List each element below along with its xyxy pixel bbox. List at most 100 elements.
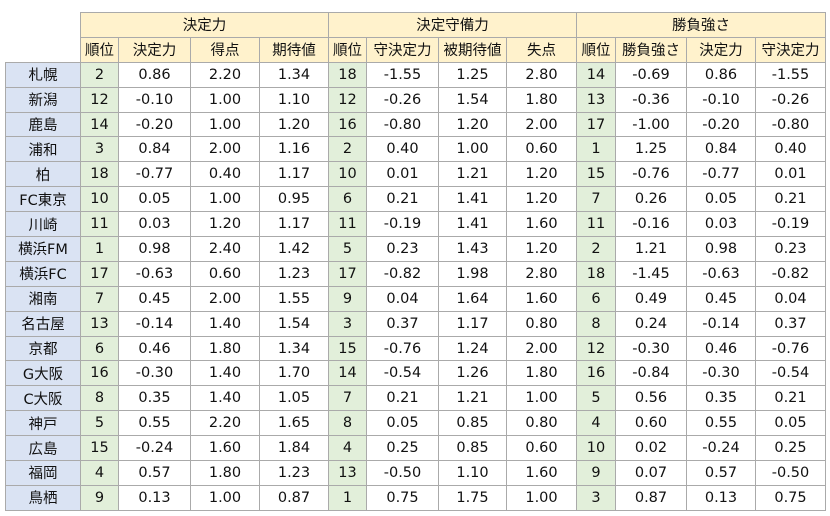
team-name-cell: FC東京 bbox=[5, 186, 81, 213]
rank-cell: 15 bbox=[80, 435, 119, 462]
rank-cell: 8 bbox=[80, 385, 119, 412]
value-cell: 0.45 bbox=[118, 285, 191, 312]
rank-cell: 7 bbox=[80, 285, 119, 312]
value-cell: 0.84 bbox=[686, 136, 756, 163]
rank-cell: 16 bbox=[328, 111, 367, 138]
value-cell: 0.13 bbox=[686, 484, 756, 511]
value-cell: 1.80 bbox=[190, 460, 260, 486]
group-header-row: 決定力 決定守備力 勝負強さ bbox=[6, 12, 826, 38]
value-cell: 2.80 bbox=[506, 260, 577, 287]
value-cell: 1.60 bbox=[190, 435, 260, 462]
rank-cell: 1 bbox=[80, 236, 119, 262]
value-cell: 1.21 bbox=[438, 161, 507, 188]
value-cell: 0.87 bbox=[615, 484, 687, 511]
value-cell: 0.35 bbox=[686, 385, 756, 412]
table-row: 新潟 12 -0.10 1.00 1.10 12 -0.26 1.54 1.80 13 -0.36-… bbox=[5, 86, 826, 113]
value-cell: 0.60 bbox=[190, 260, 260, 287]
value-cell: 1.21 bbox=[438, 385, 507, 412]
value-cell: -0.30 bbox=[615, 335, 687, 362]
team-name-cell: 柏 bbox=[5, 161, 81, 188]
value-cell: -0.14 bbox=[686, 310, 756, 337]
rank-cell: 3 bbox=[576, 484, 616, 511]
value-cell: 1.65 bbox=[259, 410, 329, 437]
column-header: 守決定力 bbox=[366, 36, 439, 63]
table-row: 名古屋 13 -0.14 1.40 1.54 3 0.37 1.17 0.80 8 0.24 -0.1… bbox=[5, 310, 826, 337]
value-cell: 1.17 bbox=[259, 211, 329, 238]
value-cell: 0.07 bbox=[615, 460, 687, 486]
rank-cell: 12 bbox=[328, 86, 367, 113]
team-name-cell: 神戸 bbox=[5, 410, 81, 437]
value-cell: 0.23 bbox=[755, 236, 826, 262]
value-cell: 1.26 bbox=[438, 360, 507, 387]
team-name-cell: 札幌 bbox=[5, 61, 81, 88]
table-row: 鹿島 14 -0.20 1.00 1.20 16 -0.80 1.20 2.00 17 -1.00-… bbox=[5, 111, 826, 138]
rank-cell: 1 bbox=[328, 484, 367, 511]
value-cell: -0.30 bbox=[118, 360, 191, 387]
value-cell: 1.54 bbox=[438, 86, 507, 113]
value-cell: 1.80 bbox=[506, 360, 577, 387]
table-row: 浦和 3 0.84 2.00 1.16 2 0.40 1.00 0.60 1 1.25 0.84 0.4… bbox=[5, 136, 826, 163]
value-cell: 0.86 bbox=[118, 61, 191, 88]
value-cell: -1.55 bbox=[755, 61, 826, 88]
value-cell: 1.10 bbox=[438, 460, 507, 486]
value-cell: 2.40 bbox=[190, 236, 260, 262]
rank-cell: 17 bbox=[576, 111, 616, 138]
value-cell: -0.76 bbox=[755, 335, 826, 362]
table-row: 京都 6 0.46 1.80 1.34 15 -0.76 1.24 2.00 12 -0.30 0.4… bbox=[5, 335, 826, 362]
value-cell: 1.20 bbox=[506, 236, 577, 262]
rank-cell: 2 bbox=[80, 61, 119, 88]
value-cell: 1.60 bbox=[506, 285, 577, 312]
rank-cell: 9 bbox=[576, 460, 616, 486]
value-cell: 1.00 bbox=[438, 136, 507, 163]
value-cell: 0.03 bbox=[686, 211, 756, 238]
rank-cell: 5 bbox=[328, 236, 367, 262]
rank-cell: 14 bbox=[576, 61, 616, 88]
table-row: 川崎 11 0.03 1.20 1.17 11 -0.19 1.41 1.60 11 -0.16 0.… bbox=[5, 211, 826, 238]
team-name-cell: 川崎 bbox=[5, 211, 81, 238]
value-cell: 0.84 bbox=[118, 136, 191, 163]
rank-cell: 16 bbox=[80, 360, 119, 387]
table-row: 柏 18 -0.77 0.40 1.17 10 0.01 1.21 1.20 15 -0.76 -0.… bbox=[5, 161, 826, 188]
rank-cell: 16 bbox=[576, 360, 616, 387]
value-cell: 1.20 bbox=[190, 211, 260, 238]
value-cell: 1.20 bbox=[438, 111, 507, 138]
value-cell: 0.05 bbox=[755, 410, 826, 437]
value-cell: -0.50 bbox=[366, 460, 439, 486]
team-name-cell: 新潟 bbox=[5, 86, 81, 113]
rank-cell: 6 bbox=[576, 285, 616, 312]
rank-cell: 10 bbox=[328, 161, 367, 188]
value-cell: -0.82 bbox=[366, 260, 439, 287]
value-cell: 0.55 bbox=[118, 410, 191, 437]
value-cell: 0.02 bbox=[615, 435, 687, 462]
value-cell: 0.40 bbox=[190, 161, 260, 188]
rank-cell: 13 bbox=[328, 460, 367, 486]
rank-cell: 1 bbox=[576, 136, 616, 163]
value-cell: 0.57 bbox=[118, 460, 191, 486]
value-cell: -0.26 bbox=[755, 86, 826, 113]
value-cell: 2.00 bbox=[506, 335, 577, 362]
value-cell: -0.80 bbox=[755, 111, 826, 138]
table-row: 福岡 4 0.57 1.80 1.23 13 -0.50 1.10 1.60 9 0.07 0.57-… bbox=[5, 460, 826, 486]
column-header: 期待値 bbox=[259, 36, 329, 63]
rank-cell: 5 bbox=[576, 385, 616, 412]
value-cell: -1.45 bbox=[615, 260, 687, 287]
rank-cell: 15 bbox=[576, 161, 616, 188]
value-cell: -0.10 bbox=[686, 86, 756, 113]
rank-cell: 6 bbox=[80, 335, 119, 362]
rank-cell: 2 bbox=[328, 136, 367, 163]
value-cell: 0.21 bbox=[366, 385, 439, 412]
column-header: 被期待値 bbox=[438, 36, 507, 63]
value-cell: 0.23 bbox=[366, 236, 439, 262]
value-cell: -0.63 bbox=[118, 260, 191, 287]
rank-cell: 4 bbox=[80, 460, 119, 486]
rank-cell: 11 bbox=[576, 211, 616, 238]
value-cell: 1.55 bbox=[259, 285, 329, 312]
value-cell: -0.36 bbox=[615, 86, 687, 113]
value-cell: -0.80 bbox=[366, 111, 439, 138]
value-cell: 1.00 bbox=[506, 385, 577, 412]
column-header: 順位 bbox=[576, 36, 616, 63]
value-cell: 1.20 bbox=[259, 111, 329, 138]
value-cell: 0.35 bbox=[118, 385, 191, 412]
table-row: 湘南 7 0.45 2.00 1.55 9 0.04 1.64 1.60 6 0.49 0.45 0.0… bbox=[5, 285, 826, 312]
rank-cell: 12 bbox=[80, 86, 119, 113]
